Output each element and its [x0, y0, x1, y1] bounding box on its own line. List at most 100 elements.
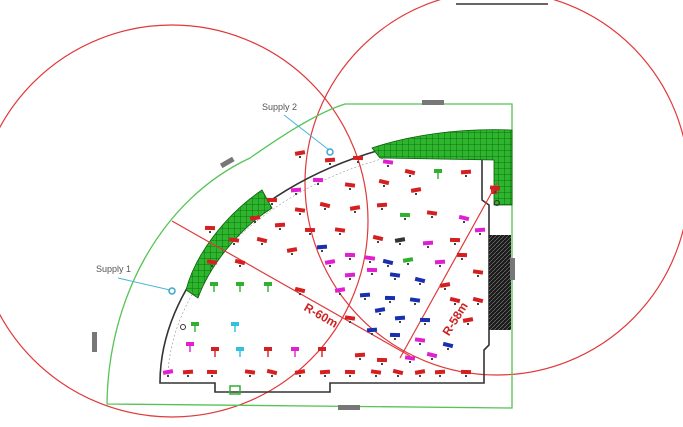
equipment-base-marker [414, 303, 416, 305]
equipment-tag-marker [394, 315, 406, 321]
building-inner-line [167, 157, 476, 377]
equipment-base-marker [439, 375, 441, 377]
equipment-base-marker [415, 193, 417, 195]
equipment-base-marker [324, 208, 326, 210]
supply-2-marker [326, 148, 334, 156]
equipment-base-marker [299, 293, 301, 295]
equipment-tag-marker [374, 307, 386, 313]
equipment-base-marker [439, 265, 441, 267]
equipment-tag-marker [324, 259, 336, 265]
equipment-base-marker [364, 298, 366, 300]
equipment-base-marker [454, 303, 456, 305]
equipment-base-marker [211, 265, 213, 267]
equipment-base-marker [477, 275, 479, 277]
equipment-base-marker [299, 156, 301, 158]
equipment-tag-marker [334, 287, 346, 293]
equipment-base-marker [494, 191, 496, 193]
equipment-base-marker [359, 358, 361, 360]
equipment-tag-marker [206, 369, 218, 375]
equipment-tag-marker [439, 282, 451, 288]
site-boundary [106, 103, 513, 409]
equipment-tag-marker [316, 244, 328, 250]
light-pole-marker [236, 282, 244, 286]
light-pole-marker [291, 347, 299, 351]
equipment-tag-marker [349, 205, 361, 211]
equipment-tag-marker [366, 327, 378, 333]
equipment-tag-marker [324, 157, 336, 163]
coverage-circle-left [0, 24, 369, 418]
equipment-tag-marker [286, 247, 298, 253]
equipment-tag-marker [434, 369, 446, 375]
red-accent [491, 186, 497, 194]
equipment-base-marker [249, 375, 251, 377]
equipment-tag-marker [344, 272, 356, 278]
equipment-tag-marker [364, 255, 376, 261]
equipment-tag-marker [344, 369, 356, 375]
equipment-base-marker [419, 283, 421, 285]
equipment-tag-marker [312, 177, 324, 183]
equipment-tag-marker [352, 155, 364, 161]
equipment-tag-marker [234, 258, 246, 266]
equipment-base-marker [309, 233, 311, 235]
small-circle-mark [494, 200, 500, 206]
equipment-base-marker [407, 263, 409, 265]
equipment-base-marker [404, 218, 406, 220]
equipment-tag-marker [442, 341, 454, 349]
equipment-tag-marker [489, 185, 501, 191]
boundary-wall-segment [422, 100, 444, 105]
radius-line-left [171, 220, 411, 357]
equipment-tag-marker [290, 187, 302, 193]
equipment-tag-marker [294, 207, 306, 213]
equipment-tag-marker [399, 212, 411, 218]
equipment-base-marker [454, 243, 456, 245]
small-circle-mark [180, 324, 186, 330]
equipment-base-marker [399, 243, 401, 245]
equipment-base-marker [427, 246, 429, 248]
equipment-tag-marker [382, 159, 394, 165]
equipment-tag-marker [376, 357, 388, 363]
equipment-base-marker [419, 375, 421, 377]
equipment-tag-marker [402, 257, 414, 263]
equipment-base-marker [381, 208, 383, 210]
equipment-base-marker [394, 278, 396, 280]
equipment-base-marker [419, 343, 421, 345]
equipment-base-marker [295, 193, 297, 195]
equipment-base-marker [339, 233, 341, 235]
equipment-base-marker [377, 241, 379, 243]
equipment-base-marker [375, 375, 377, 377]
equipment-tag-marker [319, 201, 331, 209]
green-zone-left [185, 189, 273, 299]
equipment-tag-marker [462, 317, 474, 323]
equipment-tag-marker [206, 259, 218, 265]
equipment-base-marker [349, 258, 351, 260]
equipment-tag-marker [434, 259, 446, 265]
equipment-tag-marker [460, 169, 472, 175]
equipment-base-marker [389, 301, 391, 303]
boundary-wall-segment [338, 405, 360, 410]
equipment-base-marker [463, 221, 465, 223]
equipment-tag-marker [354, 352, 366, 358]
equipment-base-marker [465, 175, 467, 177]
equipment-tag-marker [366, 267, 378, 273]
equipment-base-marker [271, 203, 273, 205]
equipment-tag-marker [458, 214, 470, 222]
building-wall [159, 149, 490, 393]
light-pole-marker [434, 169, 442, 173]
equipment-tag-marker [344, 182, 356, 188]
equipment-base-marker [329, 163, 331, 165]
equipment-tag-marker [294, 150, 306, 156]
equipment-tag-marker [410, 187, 422, 193]
equipment-base-marker [239, 265, 241, 267]
equipment-base-marker [271, 375, 273, 377]
supply-1-marker [168, 287, 176, 295]
equipment-base-marker [371, 333, 373, 335]
equipment-tag-marker [304, 227, 316, 233]
equipment-base-marker [409, 361, 411, 363]
equipment-tag-marker [414, 369, 426, 375]
equipment-base-marker [479, 233, 481, 235]
light-pole-marker [264, 282, 272, 286]
light-pole-marker [211, 347, 219, 351]
equipment-tag-marker [266, 197, 278, 203]
equipment-base-marker [371, 273, 373, 275]
radius-line-right [399, 182, 498, 359]
